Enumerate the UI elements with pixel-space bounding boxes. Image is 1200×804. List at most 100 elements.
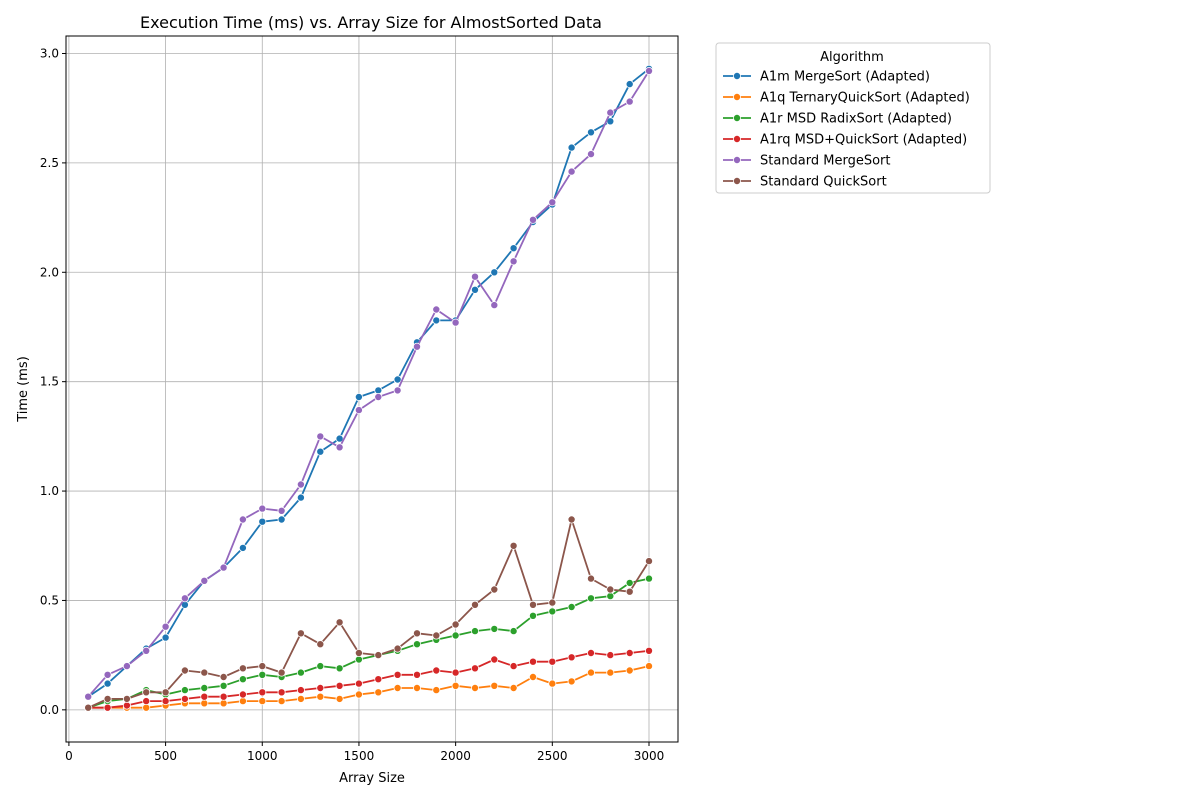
data-point (470, 684, 479, 693)
data-point (122, 662, 131, 671)
series-3 (84, 574, 654, 712)
data-point (587, 150, 596, 159)
legend-label: A1rq MSD+QuickSort (Adapted) (760, 133, 967, 148)
data-point (490, 624, 499, 633)
data-point (277, 688, 286, 697)
y-tick-label: 0.0 (40, 703, 59, 717)
data-point (142, 703, 151, 712)
series-line (88, 665, 650, 709)
y-tick-label: 1.5 (40, 375, 59, 389)
data-point (374, 386, 383, 395)
data-point (335, 664, 344, 673)
data-point (258, 670, 267, 679)
series-1 (84, 64, 654, 701)
y-axis-label: Time (ms) (16, 356, 31, 423)
data-point (625, 666, 634, 675)
data-point (490, 268, 499, 277)
data-point (316, 640, 325, 649)
series-line (87, 70, 650, 698)
series-2 (84, 662, 654, 712)
data-point (606, 592, 615, 601)
data-point (625, 578, 634, 587)
data-point (645, 662, 654, 671)
data-point (606, 108, 615, 117)
data-point (103, 694, 112, 703)
data-point (470, 272, 479, 281)
data-point (374, 392, 383, 401)
legend-swatch-marker (733, 72, 742, 81)
data-point (219, 681, 228, 690)
data-point (393, 375, 402, 384)
data-point (412, 629, 421, 638)
data-point (161, 622, 170, 631)
data-point (219, 563, 228, 572)
data-point (432, 316, 441, 325)
data-point (316, 684, 325, 693)
data-point (625, 80, 634, 89)
data-point (296, 480, 305, 489)
legend-swatch-marker (733, 93, 742, 102)
data-point (470, 627, 479, 636)
data-point (490, 681, 499, 690)
x-tick-label: 3000 (634, 749, 665, 763)
data-point (374, 651, 383, 660)
legend-swatch-marker (733, 155, 742, 164)
data-point (451, 631, 460, 640)
data-point (548, 679, 557, 688)
data-point (432, 631, 441, 640)
data-point (567, 167, 576, 176)
legend-item: A1m MergeSort (Adapted) (723, 70, 930, 85)
data-point (296, 694, 305, 703)
data-point (238, 697, 247, 706)
x-tick-label: 1000 (247, 749, 278, 763)
data-point (354, 406, 363, 415)
data-point (200, 692, 209, 701)
data-point (645, 67, 654, 76)
data-point (84, 692, 93, 701)
data-point (548, 657, 557, 666)
data-point (567, 143, 576, 152)
data-point (490, 655, 499, 664)
legend: Algorithm A1m MergeSort (Adapted) A1q Ter… (715, 42, 991, 194)
data-point (296, 686, 305, 695)
data-point (393, 644, 402, 653)
legend-label: Standard MergeSort (760, 154, 891, 169)
data-point (625, 587, 634, 596)
y-tick-label: 1.0 (40, 484, 59, 498)
data-point (587, 574, 596, 583)
data-point (103, 670, 112, 679)
data-point (374, 688, 383, 697)
series-line (88, 649, 650, 709)
data-point (567, 677, 576, 686)
x-tick-label: 0 (65, 749, 73, 763)
data-point (277, 697, 286, 706)
plot-frame (65, 35, 679, 743)
data-point (161, 633, 170, 642)
data-point (219, 692, 228, 701)
data-point (354, 679, 363, 688)
data-point (238, 664, 247, 673)
data-point (509, 257, 518, 266)
data-point (374, 675, 383, 684)
data-point (238, 675, 247, 684)
data-point (180, 686, 189, 695)
data-point (567, 603, 576, 612)
data-point (587, 594, 596, 603)
data-point (296, 668, 305, 677)
data-point (529, 215, 538, 224)
data-point (161, 697, 170, 706)
legend-label: A1r MSD RadixSort (Adapted) (760, 112, 952, 127)
legend-items: A1m MergeSort (Adapted) A1q TernaryQuickS… (723, 70, 970, 190)
data-point (625, 97, 634, 106)
data-point (470, 664, 479, 673)
data-point (316, 432, 325, 441)
data-point (335, 681, 344, 690)
data-point (103, 703, 112, 712)
data-point (277, 668, 286, 677)
data-point (432, 666, 441, 675)
series-layer (84, 64, 654, 712)
data-point (238, 690, 247, 699)
y-tick-label: 0.5 (40, 593, 59, 607)
data-point (354, 649, 363, 658)
